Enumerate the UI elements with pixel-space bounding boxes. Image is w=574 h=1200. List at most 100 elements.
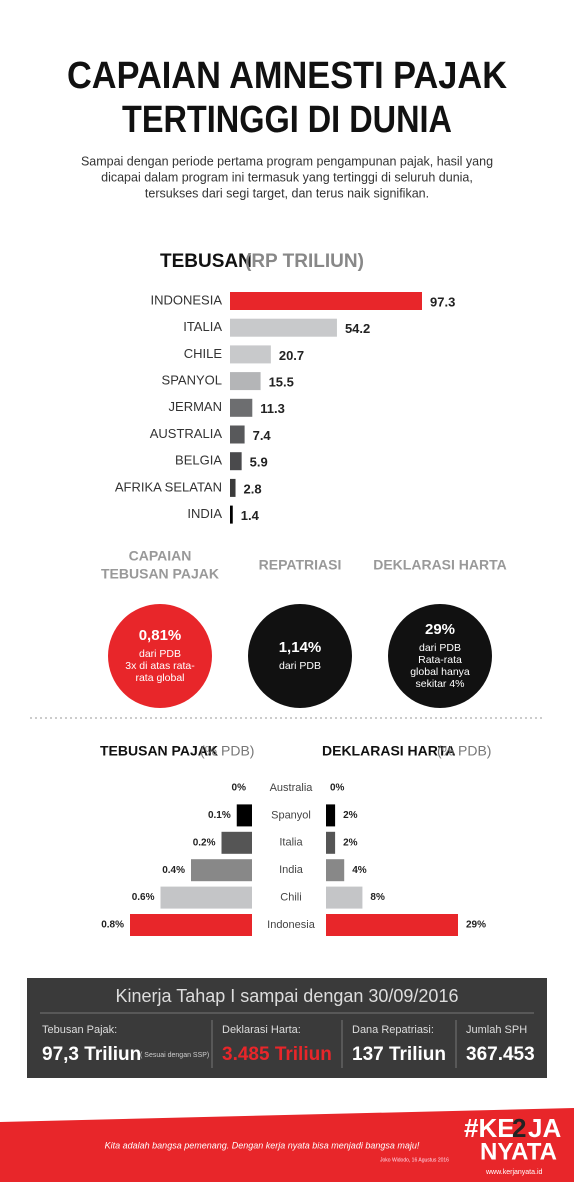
circle-line: global hanya: [410, 666, 470, 678]
summary-value: 137 Triliun: [352, 1044, 446, 1065]
bar: [230, 318, 337, 337]
category-label: Australia: [270, 782, 314, 794]
series-title: TEBUSAN PAJAK: [100, 743, 218, 759]
circle-heading: CAPAIAN: [129, 548, 192, 564]
summary-note: ( Sesuai dengan SSP): [140, 1052, 209, 1059]
circle-line: Rata-rata: [418, 654, 462, 666]
category-label: CHILE: [184, 346, 223, 361]
bar: [326, 914, 458, 936]
circle-value: 1,14%: [279, 639, 322, 656]
category-label: BELGIA: [175, 453, 222, 468]
intro-line: tersukses dari segi target, dan terus na…: [145, 186, 429, 200]
circle-value: 29%: [425, 621, 455, 638]
bar: [230, 372, 261, 391]
intro-line: dicapai dalam program ini termasuk yang …: [101, 170, 473, 184]
logo: 2: [512, 1113, 526, 1143]
category-label: AFRIKA SELATAN: [115, 479, 222, 494]
bar: [230, 505, 233, 524]
value-label: 0.1%: [208, 810, 231, 821]
category-label: Italia: [279, 837, 303, 849]
value-label: 0.2%: [193, 837, 216, 848]
intro-line: Sampai dengan periode pertama program pe…: [81, 154, 493, 168]
category-label: JERMAN: [169, 399, 222, 414]
footer-band: [0, 1108, 574, 1182]
value-label: 4%: [352, 865, 367, 876]
series-unit: (% PDB): [437, 743, 491, 759]
logo: #KE: [464, 1113, 515, 1143]
circle: [108, 604, 212, 708]
value-label: 29%: [466, 920, 486, 931]
circle-line: dari PDB: [419, 642, 461, 654]
summary-label: Tebusan Pajak:: [42, 1024, 117, 1036]
circle-line: dari PDB: [279, 660, 321, 672]
value-label: 7.4: [253, 428, 272, 443]
category-label: SPANYOL: [162, 373, 222, 388]
bar: [230, 452, 242, 471]
category-label: Indonesia: [267, 919, 316, 931]
quote: Kita adalah bangsa pemenang. Dengan kerj…: [105, 1140, 420, 1150]
circle-line: sekitar 4%: [415, 678, 464, 690]
summary-value: 3.485 Triliun: [222, 1044, 332, 1065]
category-label: AUSTRALIA: [150, 426, 223, 441]
circle-line: dari PDB: [139, 648, 181, 660]
chart-title: TEBUSAN: [160, 251, 252, 272]
value-label: 0%: [330, 783, 345, 794]
summary-title: Kinerja Tahap I sampai dengan 30/09/2016: [116, 986, 459, 1006]
value-label: 1.4: [241, 508, 260, 523]
category-label: INDONESIA: [150, 292, 222, 307]
value-label: 0.8%: [101, 920, 124, 931]
summary-value: 97,3 Triliun: [42, 1044, 141, 1065]
category-label: INDIA: [187, 506, 222, 521]
summary-value: 367.453: [466, 1044, 535, 1065]
bar: [326, 804, 336, 827]
summary-label: Dana Repatriasi:: [352, 1024, 434, 1036]
value-label: 2%: [343, 810, 358, 821]
series-title: DEKLARASI HARTA: [322, 743, 456, 759]
category-label: India: [279, 864, 304, 876]
category-label: Spanyol: [271, 809, 311, 821]
value-label: 97.3: [430, 294, 455, 309]
value-label: 5.9: [250, 455, 268, 470]
title-line: CAPAIAN AMNESTI PAJAK: [67, 55, 507, 97]
chart-unit: (RP TRILIUN): [245, 251, 364, 272]
category-label: ITALIA: [183, 319, 222, 334]
value-label: 0%: [232, 783, 247, 794]
summary-box: [27, 978, 547, 1078]
summary-label: Jumlah SPH: [466, 1024, 527, 1036]
logo: NYATA: [480, 1138, 557, 1165]
title-line: TERTINGGI DI DUNIA: [122, 99, 452, 141]
bar: [221, 831, 252, 854]
category-label: Chili: [280, 892, 301, 904]
bar: [160, 886, 252, 909]
attribution: Joko Widodo, 16 Agustus 2016: [380, 1157, 449, 1163]
summary-label: Deklarasi Harta:: [222, 1024, 301, 1036]
series-unit: (% PDB): [200, 743, 254, 759]
value-label: 0.6%: [132, 892, 155, 903]
circle: [388, 604, 492, 708]
circle: [248, 604, 352, 708]
value-label: 2%: [343, 837, 358, 848]
bar: [230, 425, 245, 444]
value-label: 8%: [370, 892, 385, 903]
bar: [326, 859, 345, 882]
circle-line: rata global: [135, 672, 184, 684]
value-label: 0.4%: [162, 865, 185, 876]
bar: [326, 886, 363, 909]
bar: [130, 914, 252, 936]
url: www.kerjanyata.id: [485, 1169, 543, 1176]
bar: [230, 345, 271, 364]
circle-heading: REPATRIASI: [259, 557, 342, 573]
circle-line: 3x di atas rata-: [125, 660, 195, 672]
value-label: 2.8: [244, 481, 262, 496]
value-label: 15.5: [269, 375, 294, 390]
value-label: 11.3: [260, 401, 285, 416]
value-label: 20.7: [279, 348, 304, 363]
circle-heading: TEBUSAN PAJAK: [101, 566, 219, 582]
bar: [230, 478, 236, 497]
bar: [230, 292, 422, 310]
circle-value: 0,81%: [139, 627, 182, 644]
bar: [230, 398, 253, 417]
bar: [326, 831, 336, 854]
